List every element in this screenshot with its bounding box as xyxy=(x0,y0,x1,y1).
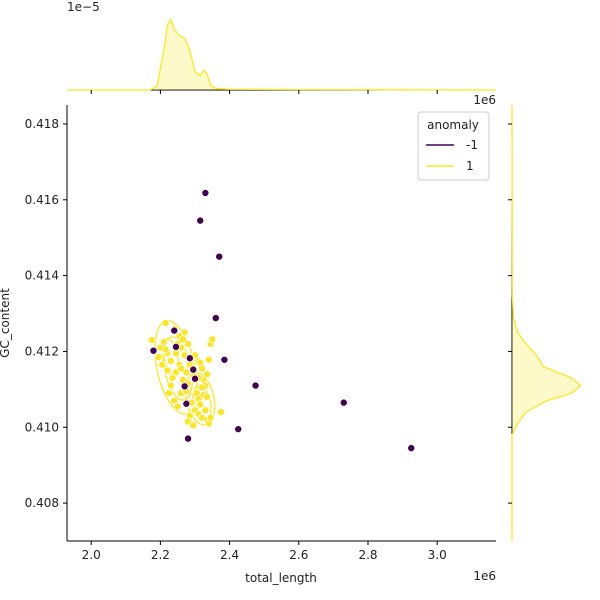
point-anomaly-neg1 xyxy=(184,434,193,443)
point-anomaly-neg1 xyxy=(196,216,205,225)
point-anomaly-1 xyxy=(158,360,167,369)
top-marginal-density-fill xyxy=(67,19,496,90)
point-anomaly-neg1 xyxy=(182,399,191,408)
point-anomaly-1 xyxy=(173,402,182,411)
y-tick-label: 0.408 xyxy=(25,496,59,510)
point-anomaly-1 xyxy=(170,396,179,405)
point-anomaly-neg1 xyxy=(234,425,243,434)
scatter-points xyxy=(147,188,416,453)
right-marginal-density-fill xyxy=(512,105,581,541)
y-tick-label: 0.414 xyxy=(25,269,59,283)
y-offset-label: 1e6 xyxy=(473,93,496,107)
point-anomaly-1 xyxy=(161,345,170,354)
point-anomaly-1 xyxy=(147,336,156,345)
top-offset-label: 1e−5 xyxy=(67,0,100,14)
point-anomaly-neg1 xyxy=(191,374,200,383)
point-anomaly-1 xyxy=(166,381,175,390)
x-tick-label: 2.6 xyxy=(289,548,308,562)
point-anomaly-neg1 xyxy=(180,382,189,391)
x-offset-label: 1e6 xyxy=(473,569,496,583)
x-tick-label: 2.0 xyxy=(82,548,101,562)
point-anomaly-1 xyxy=(154,353,163,362)
point-anomaly-1 xyxy=(203,392,212,401)
point-anomaly-neg1 xyxy=(170,326,179,335)
point-anomaly-1 xyxy=(163,366,172,375)
x-tick-label: 2.8 xyxy=(358,548,377,562)
point-anomaly-1 xyxy=(204,355,213,364)
point-anomaly-neg1 xyxy=(185,354,194,363)
x-tick-label: 3.0 xyxy=(428,548,447,562)
point-anomaly-neg1 xyxy=(215,252,224,261)
main-axes: 2.0 2.2 2.4 2.6 2.8 3.0 0.4080.4100.4120.4140… xyxy=(0,93,496,585)
point-anomaly-1 xyxy=(197,383,206,392)
y-tick-label: 0.410 xyxy=(25,420,59,434)
point-anomaly-neg1 xyxy=(171,342,180,351)
point-anomaly-neg1 xyxy=(407,444,416,453)
y-axis-label: GC_content xyxy=(0,288,12,358)
x-axis-ticks: 2.0 2.2 2.4 2.6 2.8 3.0 xyxy=(82,541,447,562)
point-anomaly-neg1 xyxy=(149,346,158,355)
point-anomaly-neg1 xyxy=(201,188,210,197)
top-marginal-ticks xyxy=(90,90,438,94)
point-anomaly-1 xyxy=(165,389,174,398)
legend-label-1: 1 xyxy=(466,159,474,173)
legend-label-neg1: -1 xyxy=(466,138,478,152)
point-anomaly-1 xyxy=(159,337,168,346)
point-anomaly-1 xyxy=(184,339,193,348)
point-anomaly-1 xyxy=(178,335,187,344)
point-anomaly-1 xyxy=(177,364,186,373)
point-anomaly-1 xyxy=(216,408,225,417)
x-axis-label: total_length xyxy=(245,571,317,585)
y-tick-label: 0.412 xyxy=(25,344,59,358)
legend-title: anomaly xyxy=(427,118,479,132)
right-marginal-axis xyxy=(508,104,582,541)
right-marginal-density-line xyxy=(511,104,582,541)
point-anomaly-1 xyxy=(166,356,175,365)
point-anomaly-neg1 xyxy=(189,365,198,374)
point-anomaly-1 xyxy=(189,421,198,430)
top-marginal-axis: 1e−5 xyxy=(67,0,497,94)
legend-box xyxy=(417,111,490,181)
point-anomaly-neg1 xyxy=(211,314,220,323)
y-tick-label: 0.418 xyxy=(25,117,59,131)
x-tick-label: 2.4 xyxy=(220,548,239,562)
x-tick-label: 2.2 xyxy=(151,548,170,562)
point-anomaly-1 xyxy=(201,406,210,415)
right-marginal-ticks xyxy=(508,123,512,504)
y-axis-ticks: 0.408 0.410 0.412 0.414 0.416 0.418 xyxy=(25,117,67,510)
y-tick-label: 0.416 xyxy=(25,193,59,207)
point-anomaly-1 xyxy=(203,370,212,379)
point-anomaly-neg1 xyxy=(220,355,229,364)
point-anomaly-1 xyxy=(208,335,217,344)
point-anomaly-1 xyxy=(168,373,177,382)
point-anomaly-1 xyxy=(206,413,215,422)
legend: anomaly -1 1 xyxy=(417,111,490,181)
point-anomaly-neg1 xyxy=(339,398,348,407)
point-anomaly-1 xyxy=(196,400,205,409)
point-anomaly-1 xyxy=(161,318,170,327)
point-anomaly-1 xyxy=(197,364,206,373)
point-anomaly-neg1 xyxy=(251,381,260,390)
top-marginal-density-line xyxy=(67,17,497,91)
